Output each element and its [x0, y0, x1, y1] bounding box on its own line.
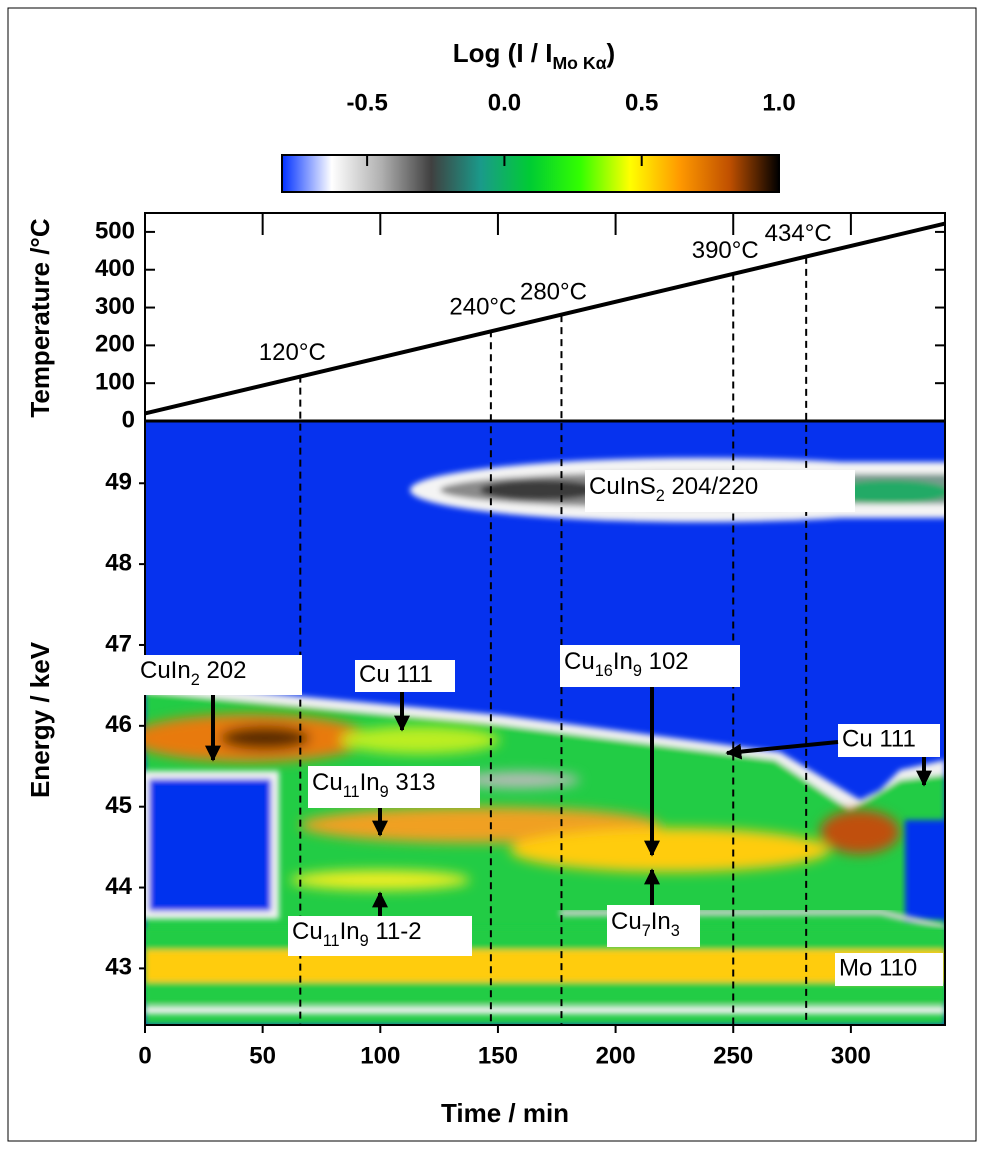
- x-tick-label: 50: [249, 1042, 276, 1069]
- text-part: ): [607, 38, 616, 68]
- subscript: Mo Kα: [552, 53, 606, 73]
- y-tick-label: 400: [95, 255, 135, 282]
- annotation: Cu16In9 102: [564, 648, 689, 680]
- text-part: 11-2: [369, 918, 422, 945]
- colorbar-tick-label: 0.0: [488, 89, 521, 116]
- colorbar-tick-label: -0.5: [346, 89, 387, 116]
- annotation-box: [136, 655, 302, 695]
- text-part: 202: [200, 657, 247, 684]
- text-part: 313: [389, 769, 436, 796]
- subscript: 9: [360, 932, 369, 950]
- temperature-label: 120°C: [259, 339, 326, 366]
- plot-frame: [144, 212, 946, 1026]
- annotation: Cu11In9 11-2: [292, 918, 422, 950]
- annotation-box: [607, 905, 700, 947]
- x-tick-label: 100: [360, 1042, 400, 1069]
- x-tick-label: 300: [831, 1042, 871, 1069]
- colorbar: [281, 154, 780, 193]
- x-tick-label: 200: [596, 1042, 636, 1069]
- y-tick-label: 47: [105, 630, 132, 657]
- text-part: Cu: [611, 908, 642, 935]
- y-tick-label: 200: [95, 331, 135, 358]
- y-axis-label: Energy / keV: [25, 641, 55, 798]
- annotation: Cu 111: [359, 661, 433, 688]
- x-tick-label: 150: [478, 1042, 518, 1069]
- subscript: 3: [671, 922, 680, 940]
- temperature-label: 434°C: [765, 220, 832, 247]
- annotation-arrow: [725, 740, 839, 760]
- colorbar-tick-label: 1.0: [762, 89, 795, 116]
- text-part: CuIn: [140, 657, 191, 684]
- text-part: Cu: [292, 918, 323, 945]
- y-axis-label: Temperature /°C: [25, 218, 55, 417]
- y-tick-label: 49: [105, 469, 132, 496]
- y-tick-label: 46: [105, 711, 132, 738]
- text-part: In: [340, 918, 360, 945]
- text-part: In: [651, 908, 671, 935]
- text-part: In: [613, 648, 633, 675]
- text-part: Cu: [564, 648, 595, 675]
- annotation-box: [585, 470, 855, 512]
- text-part: Cu: [312, 769, 343, 796]
- subscript: 9: [633, 662, 642, 680]
- frame: [7, 7, 977, 1142]
- annotation: CuInS2 204/220: [589, 473, 758, 505]
- text-part: Cu 111: [842, 726, 916, 753]
- text-part: 102: [642, 648, 689, 675]
- x-axis-label: Time / min: [441, 1098, 569, 1128]
- temperature-label: 280°C: [520, 278, 587, 305]
- annotation: Cu11In9 313: [312, 769, 435, 801]
- annotation-box: [308, 766, 480, 808]
- x-tick-label: 0: [138, 1042, 151, 1069]
- temperature-label: 240°C: [449, 294, 516, 321]
- y-tick-label: 100: [95, 369, 135, 396]
- annotation-box: [288, 916, 472, 956]
- colorbar-title: Log (I / IMo Kα): [453, 38, 615, 73]
- text-part: Log (I / I: [453, 38, 553, 68]
- annotation-box: [835, 953, 943, 986]
- y-tick-label: 0: [122, 406, 135, 433]
- annotation: Cu 111: [842, 726, 916, 753]
- subscript: 7: [642, 922, 651, 940]
- text-part: In: [360, 769, 380, 796]
- subscript: 9: [380, 783, 389, 801]
- y-tick-label: 500: [95, 217, 135, 244]
- subscript: 2: [656, 487, 665, 505]
- temperature-label: 390°C: [692, 237, 759, 264]
- y-tick-label: 44: [105, 873, 132, 900]
- colorbar-tick-label: 0.5: [625, 89, 658, 116]
- temperature-line: [144, 221, 946, 416]
- annotation: Mo 110: [839, 955, 917, 982]
- y-tick-label: 43: [105, 954, 132, 981]
- text-part: Mo 110: [839, 955, 917, 982]
- y-tick-label: 300: [95, 293, 135, 320]
- text-part: CuInS: [589, 473, 656, 500]
- subscript: 11: [343, 783, 360, 801]
- x-tick-label: 250: [713, 1042, 753, 1069]
- subscript: 11: [323, 932, 340, 950]
- subscript: 2: [191, 671, 200, 689]
- y-tick-label: 45: [105, 792, 132, 819]
- heatmap-image: [145, 421, 945, 1025]
- annotation-box: [355, 660, 455, 692]
- text-part: 204/220: [665, 473, 758, 500]
- text-part: Cu 111: [359, 661, 433, 688]
- annotation-box: [838, 724, 940, 757]
- annotation-box: [560, 645, 740, 687]
- y-tick-label: 48: [105, 549, 132, 576]
- annotation: CuIn2 202: [140, 657, 247, 689]
- annotation: Cu7In3: [611, 908, 680, 940]
- subscript: 16: [595, 662, 613, 680]
